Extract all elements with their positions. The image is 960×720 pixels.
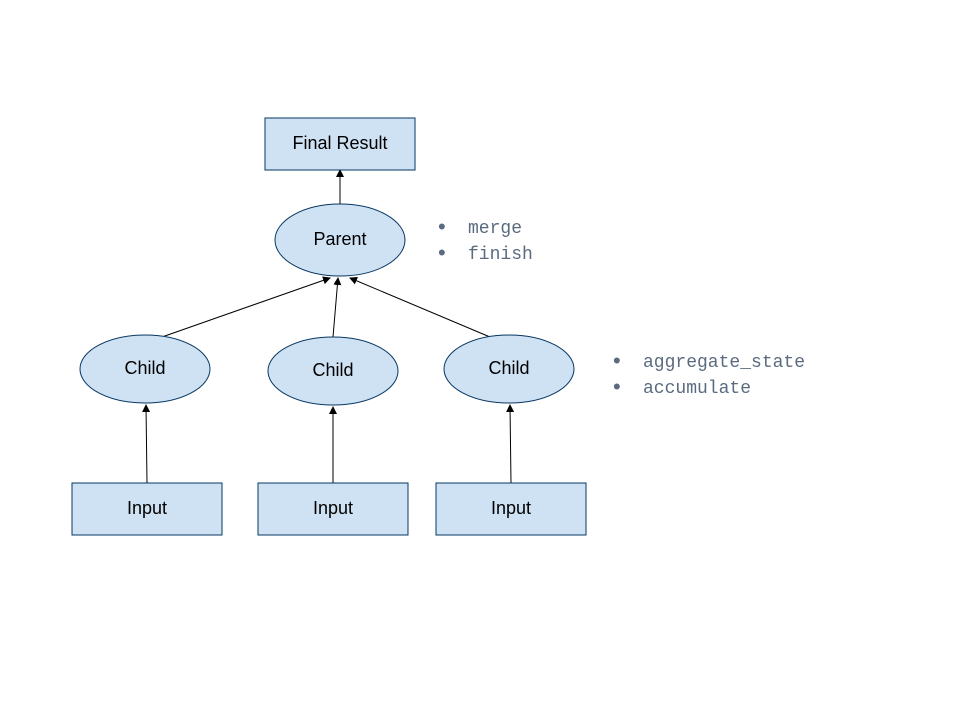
node-child1: Child [80,335,210,403]
edge-child2-to-parent [333,278,338,337]
child_ops-bullet-0-label: aggregate_state [643,353,805,373]
node-input2-label: Input [313,498,353,518]
parent_ops-bullet-1-icon: • [438,240,446,265]
edge-child1-to-parent [162,278,330,337]
node-input3: Input [436,483,586,535]
node-final-label: Final Result [292,133,387,153]
node-child3: Child [444,335,574,403]
edge-input3-to-child3 [510,405,511,483]
node-input2: Input [258,483,408,535]
node-input1: Input [72,483,222,535]
edge-child3-to-parent [350,278,490,337]
parent_ops-bullet-0-label: merge [468,219,522,239]
child_ops-bullet-1-label: accumulate [643,379,751,399]
parent_ops-bullet-0-icon: • [438,214,446,239]
node-child2-label: Child [312,360,353,380]
child_ops-bullet-0-icon: • [613,348,621,373]
node-parent: Parent [275,204,405,276]
node-child2: Child [268,337,398,405]
edge-input1-to-child1 [146,405,147,483]
node-input1-label: Input [127,498,167,518]
diagram-canvas: Final Result Parent Child Child Child Input In… [0,0,960,720]
node-child1-label: Child [124,358,165,378]
child_ops-bullet-1-icon: • [613,374,621,399]
node-input3-label: Input [491,498,531,518]
node-child3-label: Child [488,358,529,378]
node-parent-label: Parent [313,229,366,249]
node-final: Final Result [265,118,415,170]
parent_ops-bullet-1-label: finish [468,245,533,265]
